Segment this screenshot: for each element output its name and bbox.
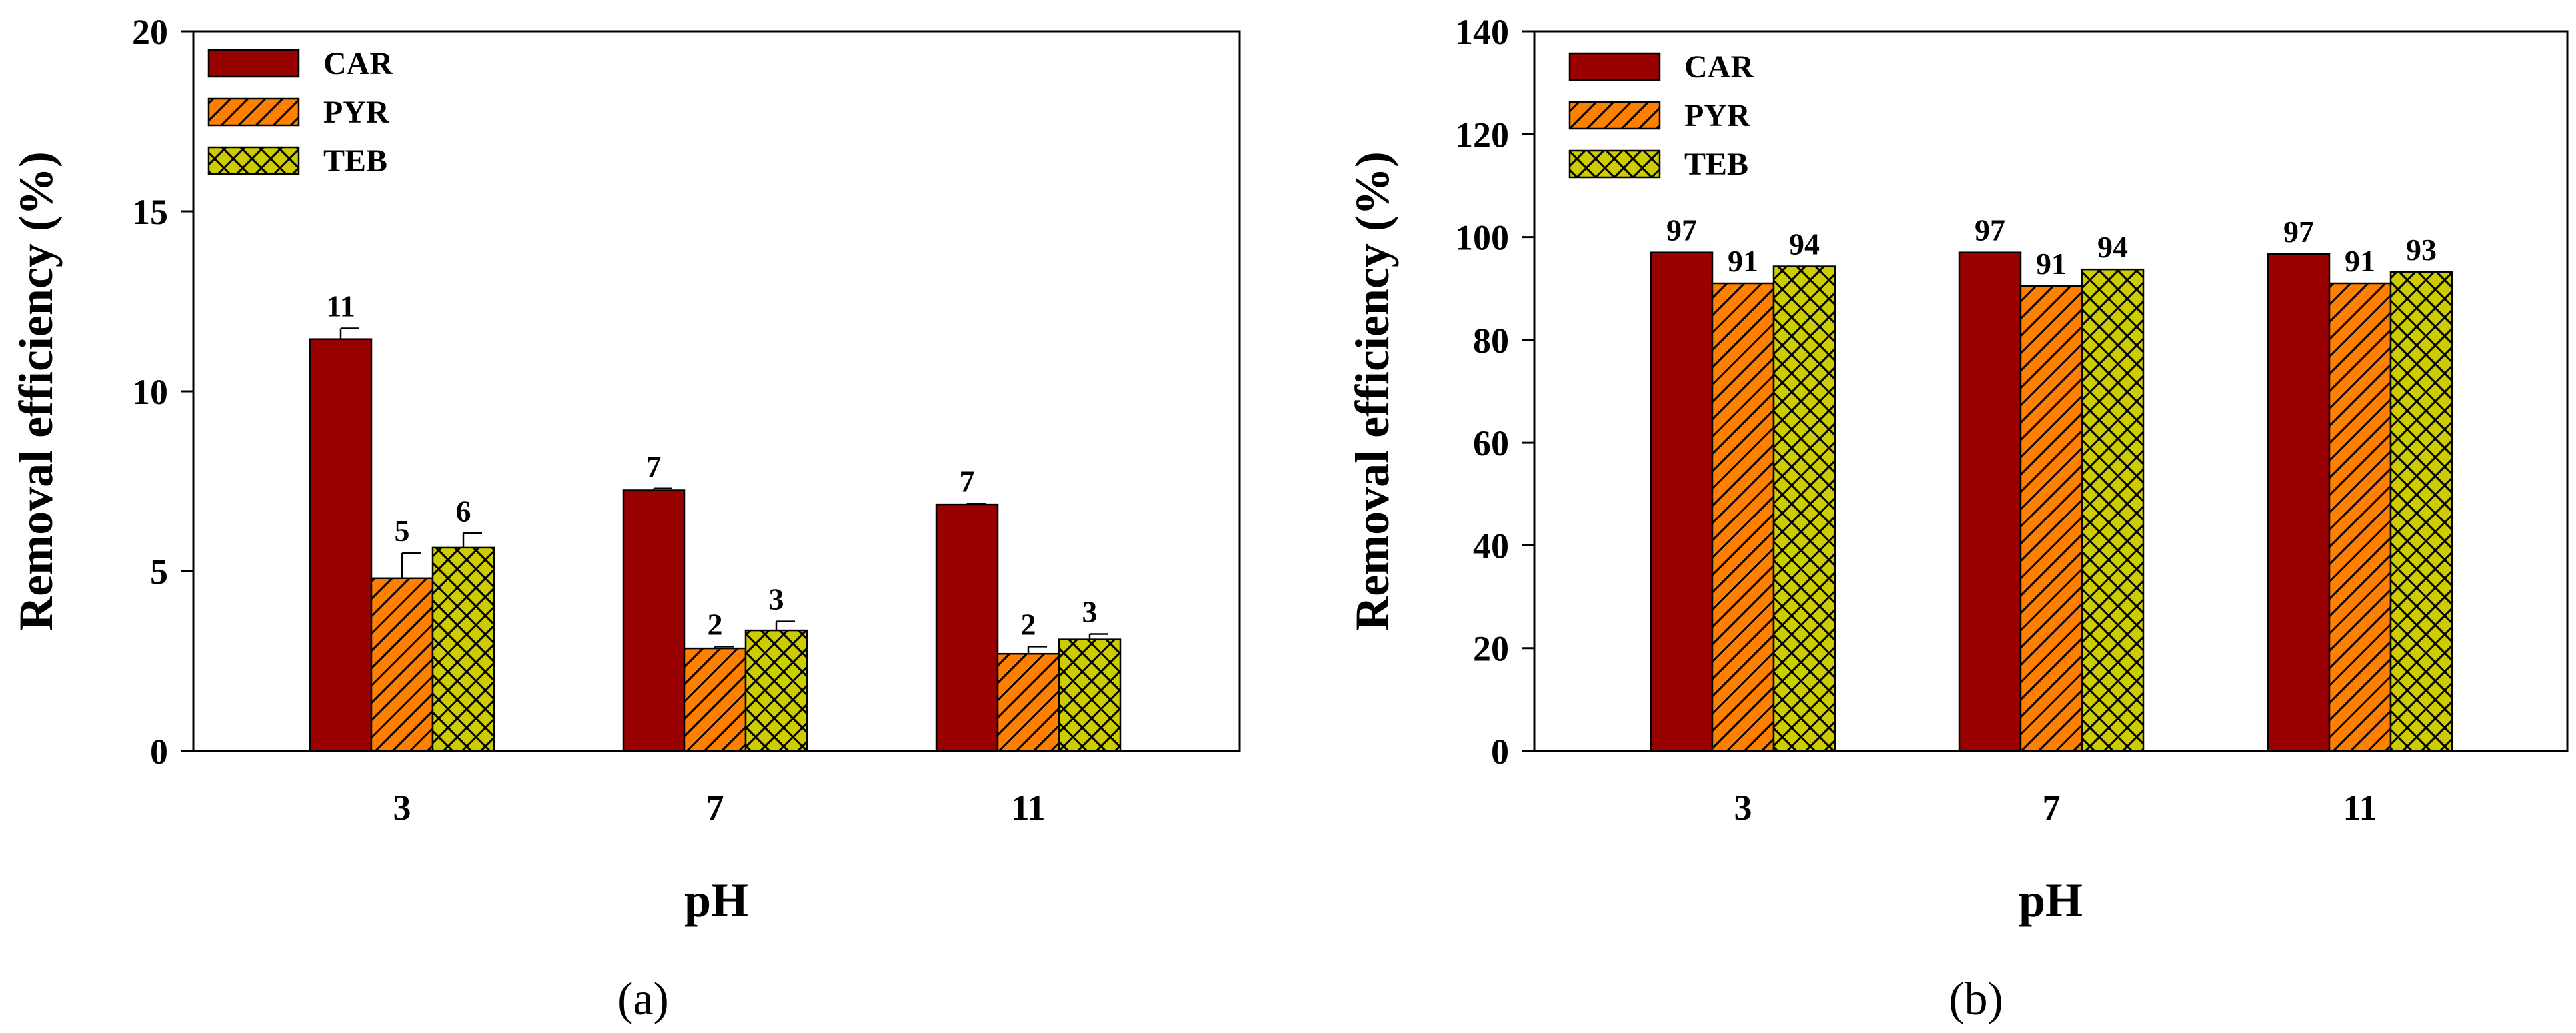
chart-panel-a: 0 5 10 15 20 11 5 6 3 7 2 3 7 7 2 3 11 pH Removal efficien… bbox=[9, 12, 1241, 927]
panel-b-data-label: 97 bbox=[1666, 213, 1697, 247]
panel-a-bar-car-ph11 bbox=[935, 503, 999, 752]
panel-b-bar-teb-ph7 bbox=[2081, 268, 2145, 752]
panel-b-legend-swatch-car bbox=[1568, 52, 1661, 81]
panel-b-legend-label-car: CAR bbox=[1684, 49, 1754, 85]
panel-a-legend-swatch-car bbox=[207, 49, 300, 78]
panel-b-bar-teb-ph3 bbox=[1772, 265, 1836, 752]
panel-a-data-label: 6 bbox=[456, 494, 471, 528]
panel-b-legend-swatch-pyr bbox=[1568, 101, 1661, 130]
panel-a-y-tick-label: 10 bbox=[132, 372, 168, 412]
panel-b-y-tick-label: 60 bbox=[1473, 423, 1509, 463]
panel-b-data-label: 94 bbox=[2097, 230, 2128, 264]
panel-a-legend-label-teb: TEB bbox=[323, 143, 387, 179]
panel-b-x-axis-title: pH bbox=[2019, 874, 2083, 927]
panel-a-legend-label-car: CAR bbox=[323, 46, 393, 81]
panel-a-data-label: 2 bbox=[708, 607, 723, 641]
panel-b-data-label: 97 bbox=[1975, 213, 2005, 247]
panel-b-data-label: 91 bbox=[1728, 244, 1758, 278]
panel-a-bar-teb-ph7 bbox=[744, 629, 808, 752]
panel-a-bar-teb-ph3 bbox=[431, 546, 495, 752]
panel-b-data-label: 93 bbox=[2406, 233, 2437, 267]
panel-a-data-label: 2 bbox=[1021, 607, 1036, 641]
panel-a-data-label: 3 bbox=[769, 582, 784, 616]
panel-b-bar-car-ph7 bbox=[1958, 251, 2022, 752]
panel-a-bar-pyr-ph11 bbox=[996, 652, 1060, 752]
panel-b-bar-car-ph3 bbox=[1650, 251, 1714, 752]
panel-b-y-tick-label: 40 bbox=[1473, 526, 1509, 566]
panel-a-data-label: 7 bbox=[960, 464, 975, 498]
panel-b-y-tick-label: 100 bbox=[1455, 218, 1509, 258]
panel-a-y-tick-label: 0 bbox=[150, 732, 168, 772]
panel-a-y-axis-title: Removal efficiency (%) bbox=[9, 151, 63, 631]
panel-a-x-tick-label: 7 bbox=[706, 788, 724, 828]
panel-b-legend-swatch-teb bbox=[1568, 149, 1661, 179]
panel-b-data-label: 91 bbox=[2345, 244, 2375, 278]
panel-b-bar-teb-ph11 bbox=[2389, 271, 2453, 752]
panel-b-bar-pyr-ph11 bbox=[2328, 282, 2392, 752]
panel-b-data-label: 97 bbox=[2283, 215, 2314, 249]
panel-a-data-label: 3 bbox=[1082, 595, 1098, 629]
panel-a-bar-car-ph3 bbox=[309, 338, 373, 752]
panel-a-y-tick-label: 20 bbox=[132, 12, 168, 52]
panel-a-bar-teb-ph11 bbox=[1058, 638, 1122, 752]
panel-a-bar-pyr-ph3 bbox=[370, 577, 434, 752]
panel-a-legend-swatch-pyr bbox=[207, 97, 300, 127]
chart-panel-b: 0 20 40 60 80 100 120 140 97 91 94 3 97 91 94 7 97 91 93 11… bbox=[1346, 12, 2569, 927]
panel-b-data-label: 91 bbox=[2036, 247, 2067, 281]
panel-b-y-axis-title: Removal efficiency (%) bbox=[1346, 151, 1399, 631]
panel-a-x-tick-label: 3 bbox=[393, 788, 411, 828]
panel-b-data-label: 94 bbox=[1789, 227, 1820, 261]
panel-b-y-tick-label: 20 bbox=[1473, 629, 1509, 669]
panel-a-legend-label-pyr: PYR bbox=[323, 95, 390, 130]
panel-a-data-label: 5 bbox=[395, 514, 410, 548]
panel-b-x-tick-label: 7 bbox=[2043, 788, 2061, 828]
panel-a-x-axis-title: pH bbox=[684, 874, 748, 927]
panel-label-a: (a) bbox=[617, 974, 669, 1025]
panel-b-legend-label-teb: TEB bbox=[1684, 147, 1748, 182]
panel-a-legend-swatch-teb bbox=[207, 146, 300, 175]
panel-b-legend-label-pyr: PYR bbox=[1684, 98, 1751, 133]
panel-b-x-tick-label: 3 bbox=[1734, 788, 1752, 828]
panel-a-data-label: 7 bbox=[646, 449, 662, 483]
panel-a-data-label: 11 bbox=[326, 289, 355, 323]
panel-a-y-tick-label: 5 bbox=[150, 552, 168, 592]
panel-b-x-tick-label: 11 bbox=[2343, 788, 2377, 828]
panel-b-y-tick-label: 80 bbox=[1473, 321, 1509, 361]
panel-b-bar-pyr-ph3 bbox=[1711, 282, 1775, 752]
panel-b-bar-pyr-ph7 bbox=[2019, 285, 2083, 752]
panel-label-b: (b) bbox=[1949, 974, 2003, 1025]
panel-a-y-tick-label: 15 bbox=[132, 192, 168, 232]
panel-a-bar-car-ph7 bbox=[622, 489, 686, 752]
panel-a-x-tick-label: 11 bbox=[1011, 788, 1045, 828]
panel-a-bar-pyr-ph7 bbox=[683, 647, 747, 752]
panel-b-y-tick-label: 140 bbox=[1455, 12, 1509, 52]
panel-b-bar-car-ph11 bbox=[2267, 253, 2331, 752]
panel-b-y-tick-label: 0 bbox=[1491, 732, 1509, 772]
panel-b-y-tick-label: 120 bbox=[1455, 115, 1509, 155]
